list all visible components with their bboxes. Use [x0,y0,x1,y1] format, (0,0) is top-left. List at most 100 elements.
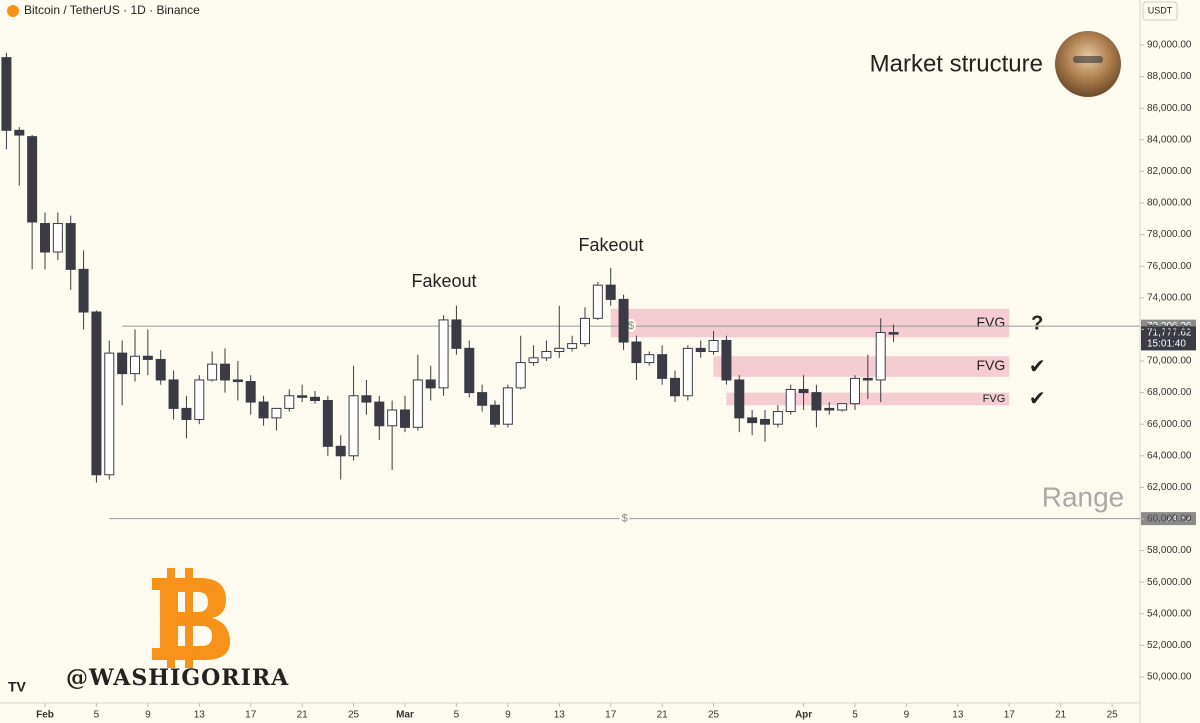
candle-body [837,403,848,411]
x-tick-label: 5 [94,710,100,721]
candle-body [669,377,680,397]
candle-body [824,407,835,411]
symbol-icon [7,5,19,17]
logo-b [152,578,230,660]
x-tick-label: 13 [952,710,964,721]
candle-body [785,388,796,413]
y-tick-label: 84,000.00 [1147,134,1192,145]
y-tick-label: 80,000.00 [1147,198,1192,209]
candle-body [644,354,655,364]
bitcoin-logo [152,568,230,668]
chart-title: Market structure [870,50,1043,77]
fvg-marker: ? [1031,312,1043,334]
x-tick-label: Mar [396,710,414,721]
candle-body [412,379,423,428]
y-tick-label: 68,000.00 [1147,387,1192,398]
candle-body [515,362,526,389]
candle-body [425,379,436,389]
candle-body [708,339,719,353]
y-tick-label: 86,000.00 [1147,103,1192,114]
annotation: Fakeout [578,235,643,255]
candle-body [52,223,63,253]
x-tick-label: 17 [245,710,257,721]
candle-body [451,319,462,349]
candle-body [374,401,385,427]
header: Bitcoin / TetherUS · 1D · Binance [24,3,200,17]
candle-body [284,395,295,409]
x-tick-label: 25 [708,710,720,721]
watermark: @WASHIGORIRA [66,665,289,691]
y-tick-label: 70,000.00 [1147,356,1192,367]
y-tick-label: 90,000.00 [1147,40,1192,51]
tv-logo: TV [8,679,27,695]
candle-body [104,352,115,476]
candle-body [554,347,565,353]
x-tick-label: 21 [1055,710,1067,721]
x-tick-label: 21 [297,710,309,721]
candle-body [142,355,153,360]
avatar-glasses [1073,56,1103,63]
candle-body [91,311,102,476]
y-tick-label: 76,000.00 [1147,261,1192,272]
y-tick-label: 62,000.00 [1147,482,1192,493]
candle-body [78,268,89,313]
candle-body [502,387,513,425]
candle-body [489,404,500,425]
candle-body [232,379,243,383]
candle-body [759,418,770,425]
candle-body [849,377,860,405]
candle-body [194,379,205,420]
candle-body [117,352,128,375]
x-tick-label: 21 [657,710,669,721]
y-tick-label: 66,000.00 [1147,419,1192,430]
price-label: 71,777.62 [1147,328,1192,339]
candle-body [14,129,25,136]
y-tick-label: 78,000.00 [1147,229,1192,240]
fvg-zone [713,356,1010,377]
y-tick-label: 50,000.00 [1147,672,1192,683]
y-tick-label: 58,000.00 [1147,545,1192,556]
candle-body [207,363,218,381]
candle-body [579,317,590,345]
price-label-box [1141,512,1196,526]
candle-body [155,358,166,381]
candle-body [772,411,783,425]
candle-body [258,401,269,419]
candle-body [657,354,668,379]
candle-body [438,319,449,389]
y-tick-label: 74,000.00 [1147,292,1192,303]
x-tick-label: Apr [795,710,812,721]
y-tick-label: 60,000.00 [1147,514,1192,525]
fvg-label: FVG [983,393,1006,405]
fvg-marker: ✔ [1029,388,1046,410]
price-label: 60,024.62 [1147,513,1192,524]
level-dollar: $ [622,513,628,525]
currency: USDT [1148,5,1173,15]
x-tick-label: 25 [348,710,360,721]
x-tick-label: 25 [1107,710,1119,721]
x-tick-label: 13 [554,710,566,721]
candle-body [181,407,192,420]
candle-body [528,357,539,364]
price-lines: $$ [109,318,1140,527]
x-tick-label: 9 [904,710,910,721]
candle-body [387,409,398,427]
candle-body [618,298,629,343]
candle-body [541,351,552,359]
y-tick-label: 56,000.00 [1147,577,1192,588]
y-tick-label: 72,000.00 [1147,324,1192,335]
candle-body [129,355,140,375]
y-tick-label: 54,000.00 [1147,608,1192,619]
candle-body [219,363,230,381]
candle-body [888,332,899,335]
annotation: Fakeout [411,271,476,291]
candle-body [65,223,76,270]
x-tick-label: 13 [194,710,206,721]
candle-body [322,400,333,447]
candle-body [245,381,256,403]
y-tick-label: 82,000.00 [1147,166,1192,177]
candle-body [721,339,732,381]
candle-body [747,417,758,424]
candle-body [297,395,308,398]
